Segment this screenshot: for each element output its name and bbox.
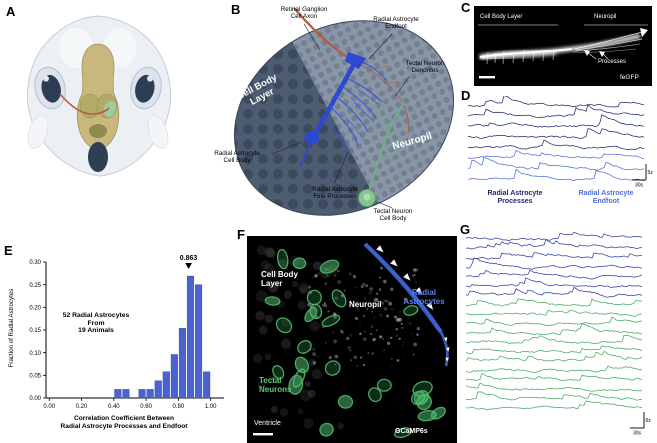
panel-c: Cell Body Layer Neuropil Processes feGFP (474, 6, 652, 86)
panel-a (8, 10, 188, 182)
svg-text:0.20: 0.20 (76, 404, 88, 410)
pectoral-fin (27, 115, 49, 149)
panel-g-letter: G (460, 222, 471, 237)
zebrafish-head-illustration (26, 15, 172, 177)
svg-text:0.60: 0.60 (140, 404, 152, 410)
scale-bar (479, 76, 495, 79)
svg-text:0.80: 0.80 (173, 404, 185, 410)
label-neuropil: Neuropil (594, 14, 617, 20)
label-processes: Processes (598, 59, 627, 65)
svg-text:30s: 30s (635, 183, 644, 189)
label-radial-astrocyte-cell-body: Radial Astrocyte Cell Body (214, 150, 260, 165)
panel-c-letter: C (461, 0, 471, 15)
panel-b: Retinal Ganglion Cell Axon Radial Astroc… (196, 2, 460, 240)
label-tectal-neurons: Tectal Neurons (259, 376, 292, 395)
label-radial-astrocyte-processes: Radial Astrocyte Processes (487, 190, 543, 205)
svg-text:1.00: 1.00 (205, 404, 217, 410)
radial-astrocyte-drawing (299, 52, 387, 167)
endfoot-arrowhead-icon (640, 28, 648, 37)
label-radial-astrocyte-endfoot: Radial Astrocyte Endfoot (373, 16, 419, 31)
svg-text:0.40: 0.40 (108, 404, 120, 410)
astrocyte-fluorescence (479, 31, 643, 65)
panel-e: 0.00 0.05 0.10 0.15 0.20 0.25 0.30 0.00 0.20 0.40… (2, 248, 234, 442)
svg-text:0.05: 0.05 (29, 374, 41, 380)
label-cell-body-layer: Cell Body Layer (261, 270, 298, 289)
leader-lines (271, 23, 411, 209)
y-axis-title: Fraction of Radial Astrocytes (8, 288, 15, 368)
tectal-neuron-drawing (358, 101, 407, 207)
histogram-chart: 0.00 0.05 0.10 0.15 0.20 0.25 0.30 0.00 0.20 0.40… (29, 255, 224, 410)
label-neuropil: Neuropil (349, 300, 382, 309)
panel-e-letter: E (4, 243, 13, 258)
chart-note: 52 Radial Astrocytes From 19 Animals (62, 312, 130, 335)
svg-text:0.00: 0.00 (43, 404, 55, 410)
svg-text:0.863: 0.863 (180, 255, 198, 262)
svg-text:5z: 5z (648, 170, 654, 176)
fegfp-micrograph (474, 6, 652, 86)
svg-text:0.20: 0.20 (29, 306, 41, 312)
retinal-axon (59, 93, 110, 115)
svg-text:0.25: 0.25 (29, 283, 41, 289)
panel-a-letter: A (6, 4, 16, 19)
gcamp-micrograph (247, 236, 457, 443)
tectum-diagram (200, 2, 460, 240)
left-eye (34, 66, 66, 110)
panel-f-letter: F (237, 227, 245, 242)
label-fegfp: feGFP (620, 74, 639, 81)
pectoral-fin (147, 115, 169, 149)
svg-text:0.10: 0.10 (29, 351, 41, 357)
panel-d: 5z 30s Radial Astrocyte Processes Radial … (468, 96, 654, 218)
label-cell-body-layer: Cell Body Layer (480, 14, 523, 20)
svg-text:0.00: 0.00 (29, 396, 41, 402)
x-axis-title: Correlation Coefficient Between Radial A… (60, 415, 188, 430)
arrowhead-icons (375, 244, 451, 364)
section-outline (233, 20, 455, 216)
svg-text:6z: 6z (646, 418, 652, 424)
label-tectal-neuron-dendrites: Tectal Neuron Dendrites (405, 60, 445, 75)
panel-g: 6z 30s (466, 232, 654, 440)
panel-d-letter: D (461, 88, 471, 103)
label-gcamp6s: GCaMP6s (395, 428, 428, 435)
labeled-tectum-region (103, 101, 117, 117)
label-radial-astrocyte-fine-processes: Radial Astrocyte Fine Processes (312, 186, 358, 201)
label-retinal-ganglion-cell-axon: Retinal Ganglion Cell Axon (280, 6, 328, 21)
svg-text:0.15: 0.15 (29, 328, 41, 334)
svg-text:30s: 30s (633, 431, 642, 437)
panel-f: Cell Body Layer Neuropil Radial Astrocyt… (247, 236, 457, 443)
label-radial-astrocytes: Radial Astrocytes (403, 288, 445, 307)
label-radial-astrocyte-endfoot: Radial Astrocyte Endfoot (578, 190, 634, 205)
right-eye (130, 66, 162, 110)
label-tectal-neuron-cell-body: Tectal Neuron Cell Body (373, 208, 413, 223)
panel-b-letter: B (231, 2, 241, 17)
processes-arrows (584, 50, 609, 60)
calcium-traces-g: 6z 30s (466, 232, 652, 437)
cerebellum (89, 124, 107, 138)
calcium-traces-d: 5z 30s (468, 96, 654, 189)
svg-text:0.30: 0.30 (29, 260, 41, 266)
scale-bar (253, 433, 273, 436)
label-ventricle: Ventricle (254, 420, 281, 427)
hindbrain (88, 142, 108, 172)
